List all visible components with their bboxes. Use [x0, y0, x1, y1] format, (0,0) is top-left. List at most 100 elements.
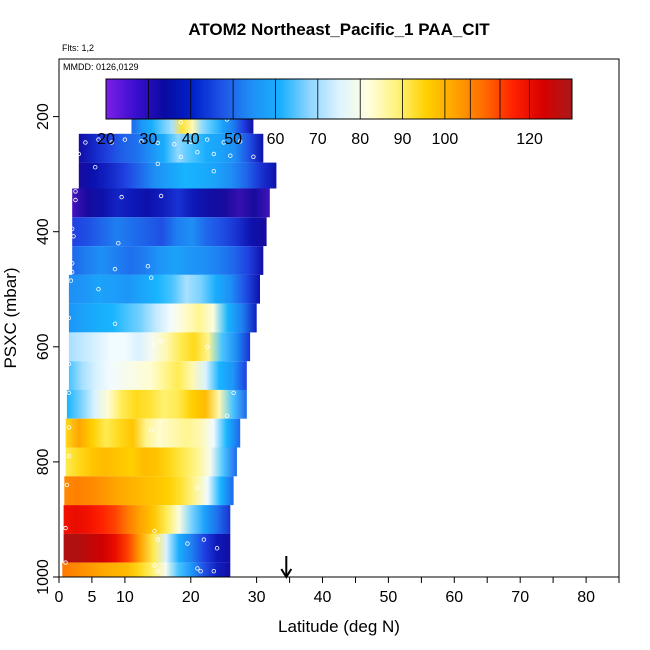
- heatmap-bands: [62, 105, 277, 577]
- heatmap-band: [72, 188, 270, 218]
- sample-point: [152, 563, 157, 568]
- y-tick-label: 600: [35, 333, 52, 360]
- chart-title: ATOM2 Northeast_Pacific_1 PAA_CIT: [188, 20, 490, 39]
- x-tick-label: 50: [380, 589, 398, 606]
- y-tick-label: 800: [35, 448, 52, 475]
- heatmap-band: [78, 133, 264, 163]
- heatmap-band: [63, 505, 231, 534]
- sample-point: [152, 528, 157, 534]
- sample-point: [185, 541, 190, 546]
- x-tick-label: 10: [116, 589, 134, 606]
- sample-point: [116, 240, 121, 246]
- sample-point: [63, 560, 68, 565]
- plot-frame: [58, 58, 620, 578]
- sample-point: [211, 168, 216, 174]
- sample-point: [66, 315, 72, 321]
- y-axis-label: PSXC (mbar): [1, 267, 20, 368]
- x-axis-label: Latitude (deg N): [278, 617, 400, 636]
- heatmap-band: [65, 418, 241, 448]
- x-tick-label: 70: [511, 589, 529, 606]
- colorbar-tick-label: 60: [267, 131, 285, 148]
- heatmap-band: [72, 246, 264, 275]
- sample-point: [119, 194, 124, 200]
- x-tick-label: 0: [55, 589, 64, 606]
- y-tick-label: 200: [35, 103, 52, 130]
- colorbar-tick-label: 80: [351, 131, 369, 148]
- sample-point: [64, 482, 70, 488]
- x-axis: 0 5 10 20 30 40 50 60 70 80: [55, 577, 620, 606]
- heatmap-band: [68, 303, 257, 333]
- sample-point: [195, 485, 200, 490]
- colorbar-frame: [105, 78, 573, 120]
- sample-point: [66, 361, 72, 367]
- sample-point: [158, 338, 164, 344]
- sample-point: [204, 344, 210, 349]
- sample-point: [112, 266, 118, 272]
- sample-point: [228, 153, 233, 158]
- sample-point: [155, 537, 160, 542]
- sample-point: [178, 120, 184, 125]
- latitude-marker-arrow: [280, 556, 293, 579]
- sample-point: [68, 278, 74, 283]
- sample-point: [66, 390, 72, 395]
- sample-point: [148, 275, 154, 280]
- x-tick-label: 80: [577, 589, 595, 606]
- sample-point: [172, 141, 177, 147]
- sample-point: [251, 154, 256, 159]
- sample-point: [96, 287, 101, 292]
- sample-point: [224, 413, 230, 418]
- sample-point: [178, 154, 184, 159]
- sample-point: [221, 140, 226, 145]
- heatmap-band: [64, 476, 234, 506]
- heatmap-band: [65, 447, 237, 477]
- y-axis: 200 400 600 800 1000: [35, 103, 59, 595]
- sample-point: [201, 537, 207, 542]
- sample-point: [73, 197, 78, 203]
- sample-point: [237, 139, 243, 144]
- x-tick-label: 20: [182, 589, 200, 606]
- sample-point: [139, 139, 144, 144]
- colorbar-tick-label: 120: [516, 131, 543, 148]
- heatmap-band: [72, 217, 267, 247]
- heatmap-band: [68, 361, 247, 390]
- sample-point: [69, 226, 75, 231]
- sample-point: [214, 546, 220, 551]
- sample-point: [66, 453, 72, 459]
- colorbar: 20 30 40 50 60 70 80 90 100 120: [97, 78, 573, 148]
- heatmap-band: [78, 162, 277, 189]
- sample-point: [231, 390, 236, 395]
- y-tick-label: 400: [35, 218, 52, 245]
- x-tick-label: 30: [248, 589, 266, 606]
- sample-point: [112, 321, 118, 326]
- colorbar-gradient: [106, 79, 572, 119]
- y-tick-label: 1000: [35, 559, 52, 595]
- sample-point: [195, 149, 200, 155]
- heatmap-band: [68, 332, 251, 362]
- sample-point: [122, 137, 128, 142]
- colorbar-tick-label: 90: [394, 131, 412, 148]
- sample-point: [204, 137, 210, 142]
- sample-point: [211, 569, 216, 574]
- sample-point: [71, 234, 76, 239]
- sample-point: [145, 264, 151, 269]
- sample-point: [152, 341, 157, 347]
- sample-point: [188, 139, 193, 145]
- sample-point: [211, 151, 216, 157]
- x-tick-label: 5: [87, 589, 96, 606]
- sample-point: [92, 164, 98, 170]
- dates-label: MMDD: 0126,0129: [63, 62, 139, 72]
- sample-point: [66, 425, 72, 430]
- sample-point: [76, 151, 81, 157]
- heatmap-band: [68, 274, 261, 304]
- flights-label: Flts: 1,2: [62, 43, 94, 53]
- sample-point: [148, 428, 154, 433]
- sample-point: [198, 569, 203, 574]
- colorbar-tick-label: 30: [140, 131, 158, 148]
- colorbar-tick-label: 100: [432, 131, 459, 148]
- arrow-head: [280, 568, 293, 579]
- sample-point: [155, 569, 160, 574]
- sample-point: [83, 140, 88, 145]
- colorbar-tick-label: 20: [97, 131, 115, 148]
- colorbar-tick-label: 50: [224, 131, 242, 148]
